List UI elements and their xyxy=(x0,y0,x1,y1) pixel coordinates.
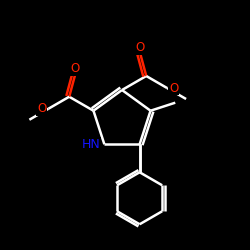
Text: O: O xyxy=(71,62,80,75)
Text: O: O xyxy=(37,102,46,115)
Text: HN: HN xyxy=(82,138,100,151)
Text: O: O xyxy=(136,41,145,54)
Text: O: O xyxy=(169,82,178,94)
